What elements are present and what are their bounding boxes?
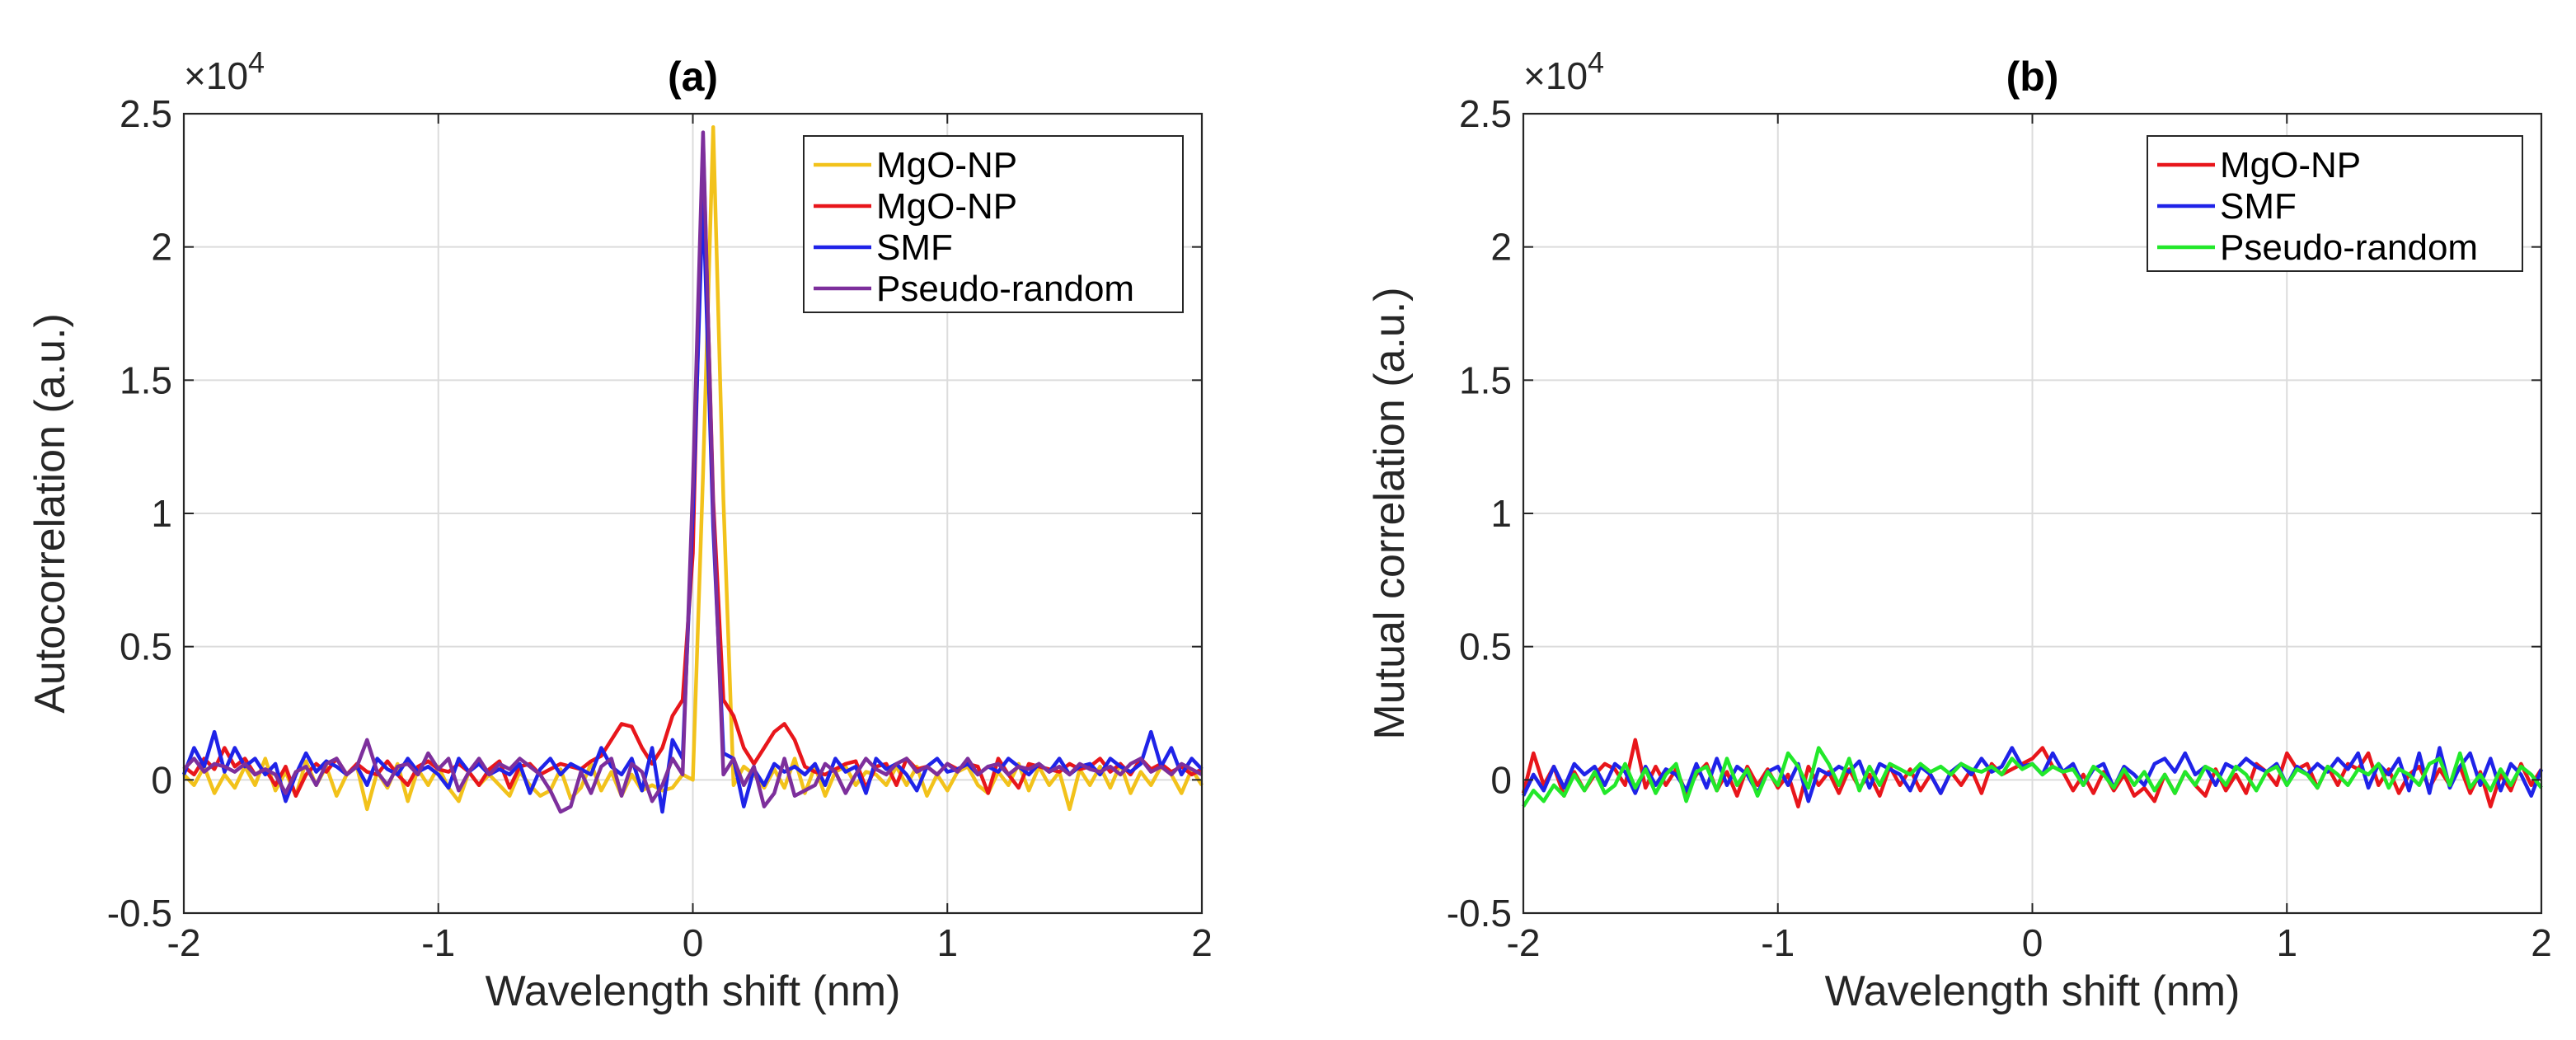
x-tick-label: -1 xyxy=(421,921,455,964)
legend-entry-label: MgO-NP xyxy=(876,186,1017,227)
chart-panel-b: -2 -1 0 1 2 -0.5 0 0.5 1 1.5 2 2.5 ×104 (b) Wavelength… xyxy=(1366,45,2552,1015)
y-tick-label: 0 xyxy=(151,758,172,801)
y-axis-label: Mutual correlation (a.u.) xyxy=(1366,287,1414,739)
x-tick-label: 2 xyxy=(1191,921,1213,964)
legend-entry-label: SMF xyxy=(876,227,953,268)
x-tick-label: 2 xyxy=(2531,921,2552,964)
y-tick-label: 0.5 xyxy=(1459,625,1512,668)
y-tick-label: 0 xyxy=(1490,758,1512,801)
y-multiplier-label: ×104 xyxy=(1523,45,1604,97)
legend-entry-label: MgO-NP xyxy=(2220,145,2361,185)
x-tick-label: 1 xyxy=(2276,921,2297,964)
x-tick-label: -2 xyxy=(1507,921,1541,964)
legend-entry-label: MgO-NP xyxy=(876,145,1017,185)
chart-panel-a: -2 -1 0 1 2 -0.5 0 0.5 1 1.5 2 2.5 ×104 (a) Wavelength… xyxy=(26,45,1213,1015)
y-tick-label: 1.5 xyxy=(120,358,172,401)
y-axis-label: Autocorrelation (a.u.) xyxy=(26,313,74,714)
y-multiplier-exponent: 4 xyxy=(1588,45,1604,79)
x-tick-label: 0 xyxy=(2022,921,2043,964)
y-tick-label: -0.5 xyxy=(1447,892,1512,935)
x-tick-label: -1 xyxy=(1761,921,1795,964)
y-tick-label: 1.5 xyxy=(1459,358,1512,401)
x-axis-label: Wavelength shift (nm) xyxy=(486,967,901,1015)
legend-entry-label: Pseudo-random xyxy=(876,269,1134,309)
legend-entry-label: SMF xyxy=(2220,186,2297,227)
series-line-pseudo-random-3 xyxy=(182,130,1204,814)
y-tick-label: -0.5 xyxy=(107,892,172,935)
x-axis-label: Wavelength shift (nm) xyxy=(1825,967,2241,1015)
y-tick-label: 2.5 xyxy=(1459,92,1512,135)
y-tick-label: 0.5 xyxy=(120,625,172,668)
y-multiplier-exponent: 4 xyxy=(248,45,265,79)
y-tick-label: 2.5 xyxy=(120,92,172,135)
x-tick-label: -2 xyxy=(167,921,201,964)
y-tick-label: 2 xyxy=(151,226,172,269)
x-tick-label: 0 xyxy=(683,921,704,964)
y-tick-label: 2 xyxy=(1490,226,1512,269)
y-tick-label: 1 xyxy=(1490,492,1512,535)
legend-entry-label: Pseudo-random xyxy=(2220,227,2478,268)
y-tick-label: 1 xyxy=(151,492,172,535)
x-tick-label: 1 xyxy=(936,921,958,964)
series-line-pseudo-random-2 xyxy=(1522,746,2543,808)
chart-title: (a) xyxy=(668,54,718,100)
chart-title: (b) xyxy=(2006,54,2059,100)
y-multiplier-label: ×104 xyxy=(184,45,265,97)
